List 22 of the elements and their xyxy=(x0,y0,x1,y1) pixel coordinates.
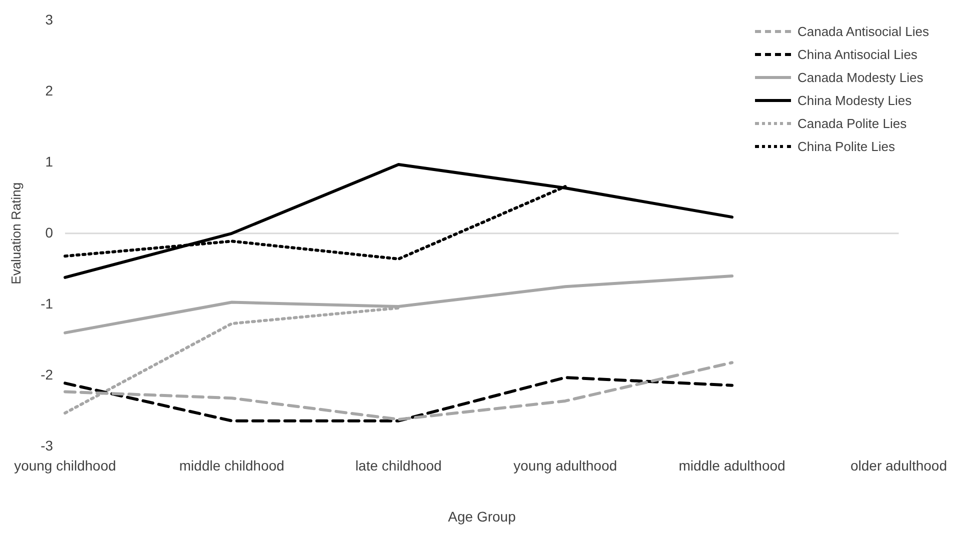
y-axis-title: Evaluation Rating xyxy=(8,182,24,284)
y-tick-label: 3 xyxy=(45,11,54,28)
legend-label: China Modesty Lies xyxy=(797,93,912,108)
legend-label: Canada Polite Lies xyxy=(797,116,907,131)
x-axis-title: Age Group xyxy=(448,508,516,524)
y-tick-label: 2 xyxy=(45,82,54,98)
legend-label: Canada Modesty Lies xyxy=(797,70,924,85)
y-tick-label: -3 xyxy=(40,437,54,454)
legend-label: Canada Antisocial Lies xyxy=(797,24,929,39)
y-tick-label: 1 xyxy=(45,153,54,170)
x-tick-label: older adulthood xyxy=(850,458,948,474)
y-tick-label: 0 xyxy=(45,224,54,240)
x-tick-label: late childhood xyxy=(355,458,442,474)
legend-label: China Antisocial Lies xyxy=(797,47,918,62)
legend-label: China Polite Lies xyxy=(797,139,896,154)
x-tick-label: young adulthood xyxy=(513,458,618,474)
y-tick-label: -1 xyxy=(40,295,54,312)
x-tick-label: middle adulthood xyxy=(678,458,786,474)
y-tick-label: -2 xyxy=(40,366,54,382)
x-tick-label: middle childhood xyxy=(179,458,284,474)
line-series xyxy=(64,376,734,422)
x-tick-label: young childhood xyxy=(14,458,116,474)
